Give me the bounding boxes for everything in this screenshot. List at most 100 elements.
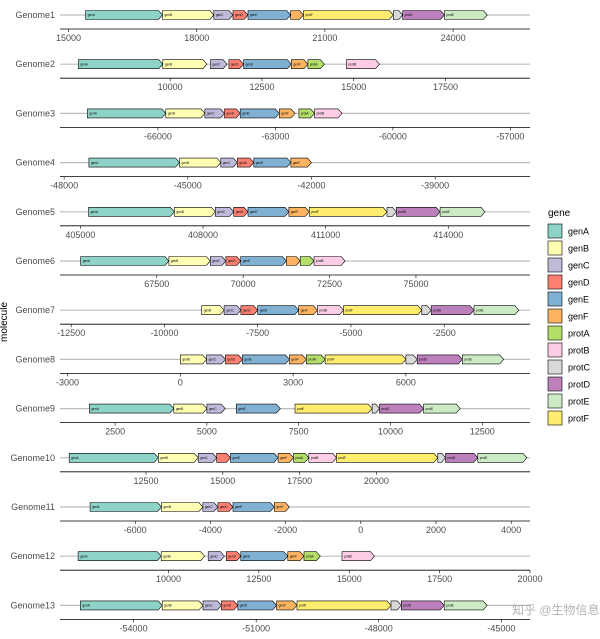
tick-label: 10000 (158, 82, 183, 92)
genome-panel: Genome5 405000 408000 411000 414000 genA genB g… (15, 207, 530, 240)
tick-label: 3000 (283, 377, 303, 387)
tick-label: -48000 (365, 623, 393, 633)
tick-label: 4000 (501, 525, 521, 535)
gene-arrow-genD (217, 502, 234, 512)
gene-label: genC (209, 407, 217, 411)
gene-label: genE (250, 13, 257, 17)
gene-label: genA (71, 456, 79, 460)
gene-arrow-genA (77, 551, 162, 562)
legend-swatch (547, 342, 563, 358)
gene-arrow-genA (88, 207, 175, 217)
gene-arrow-genC (197, 452, 218, 463)
tick-label: -42000 (297, 181, 325, 191)
tick-label: -7500 (246, 328, 269, 338)
legend-swatch (547, 291, 563, 307)
gene-label: genF (281, 112, 288, 116)
gene-label: genB (164, 604, 171, 608)
gene-label: protB (311, 456, 319, 460)
tick-label: 6000 (396, 377, 416, 387)
gene-arrow-protE (443, 600, 488, 611)
gene-arrow-genC (202, 600, 222, 611)
gene-label: genA (88, 13, 96, 17)
gene-arrow-genF (288, 207, 310, 217)
legend-label: protC (568, 363, 591, 373)
gene-arrow-genC (202, 502, 219, 512)
gene-arrow-genA (88, 157, 181, 168)
genome-panel: Genome1 15000 18000 21000 24000 genA genB genC g… (15, 10, 530, 43)
gene-arrow-genF (290, 10, 304, 20)
tick-label: 15000 (341, 82, 366, 92)
gene-arrow-protF (296, 600, 392, 611)
genome-label: Genome11 (11, 502, 55, 512)
tick-label: 75000 (403, 279, 428, 289)
gene-label: protD (419, 358, 427, 362)
gene-arrow-protC (421, 305, 432, 316)
tick-label: -5000 (339, 328, 362, 338)
gene-arrow-protC (392, 10, 404, 20)
gene-label: genC (213, 62, 221, 66)
gene-arrow-genA (68, 452, 159, 463)
gene-label: genB (165, 62, 172, 66)
gene-label: genD (227, 112, 235, 116)
gene-label: genC (217, 210, 225, 214)
gene-arrow-genB (180, 354, 208, 365)
gene-label: protA (310, 62, 318, 66)
gene-arrow-genA (85, 10, 163, 20)
gene-label: genB (165, 13, 172, 17)
genome-panel: Genome12 10000 12500 15000 17500 20000 genA gen… (10, 551, 542, 584)
gene-arrow-protC (405, 354, 418, 365)
gene-arrow-protE (444, 10, 488, 20)
gene-arrow-protF (324, 354, 407, 365)
legend-swatch (547, 359, 563, 375)
tick-label: 17500 (427, 574, 452, 584)
gene-label: protF (297, 407, 304, 411)
tick-label: 21000 (312, 33, 337, 43)
legend-label: protB (568, 346, 590, 356)
genome-panel: Genome8 -3000 0 3000 6000 genB genC genD genE gen… (15, 354, 530, 387)
genome-panel: Genome2 10000 12500 15000 17500 genA genB genC g… (15, 59, 530, 92)
gene-arrow-genC (206, 403, 226, 414)
legend-label: genB (568, 244, 589, 254)
tick-label: -45000 (174, 181, 202, 191)
gene-arrow-genD (237, 157, 255, 168)
gene-label: genD (243, 308, 251, 312)
tick-label: -4000 (199, 525, 222, 535)
gene-arrow-genB (161, 502, 204, 512)
gene-label: genD (223, 604, 231, 608)
tick-label: -51000 (242, 623, 270, 633)
gene-label: protD (405, 13, 413, 17)
gene-arrow-protA (305, 354, 326, 365)
gene-label: genD (231, 62, 239, 66)
genome-label: Genome2 (15, 59, 55, 69)
tick-label: 12500 (133, 476, 158, 486)
tick-label: 414000 (433, 230, 463, 240)
gene-label: protA (306, 554, 314, 558)
legend-label: protD (568, 380, 591, 390)
gene-arrow-genB (162, 59, 208, 69)
genome-label: Genome9 (15, 404, 55, 414)
legend-swatch (547, 240, 563, 256)
gene-label: protB (348, 62, 356, 66)
tick-label: 405000 (65, 230, 95, 240)
tick-label: 24000 (441, 33, 466, 43)
gene-arrow-genD (225, 256, 242, 266)
genome-label: Genome13 (10, 600, 55, 610)
gene-arrow-genE (240, 256, 287, 266)
gene-arrow-protA (293, 452, 310, 463)
gene-label: protE (464, 358, 472, 362)
genome-panel: Genome11 -6000 -4000 -2000 0 2000 4000 genA genB… (11, 502, 530, 535)
gene-label: genC (205, 604, 213, 608)
gene-label: protE (426, 407, 434, 411)
gene-label: genE (256, 161, 263, 165)
gene-arrow-genF (286, 256, 301, 266)
gene-arrow-genE (243, 59, 292, 69)
gene-arrow-genC (223, 305, 242, 316)
legend-label: genF (568, 312, 589, 322)
tick-label: 2000 (426, 525, 446, 535)
gene-label: genA (82, 604, 90, 608)
watermark-text: 知乎 @生物信息学 (512, 602, 600, 617)
gene-arrow-genA (87, 108, 167, 119)
gene-arrow-genF (298, 305, 318, 316)
tick-label: 411000 (311, 230, 340, 240)
gene-arrow-genA (89, 403, 175, 414)
